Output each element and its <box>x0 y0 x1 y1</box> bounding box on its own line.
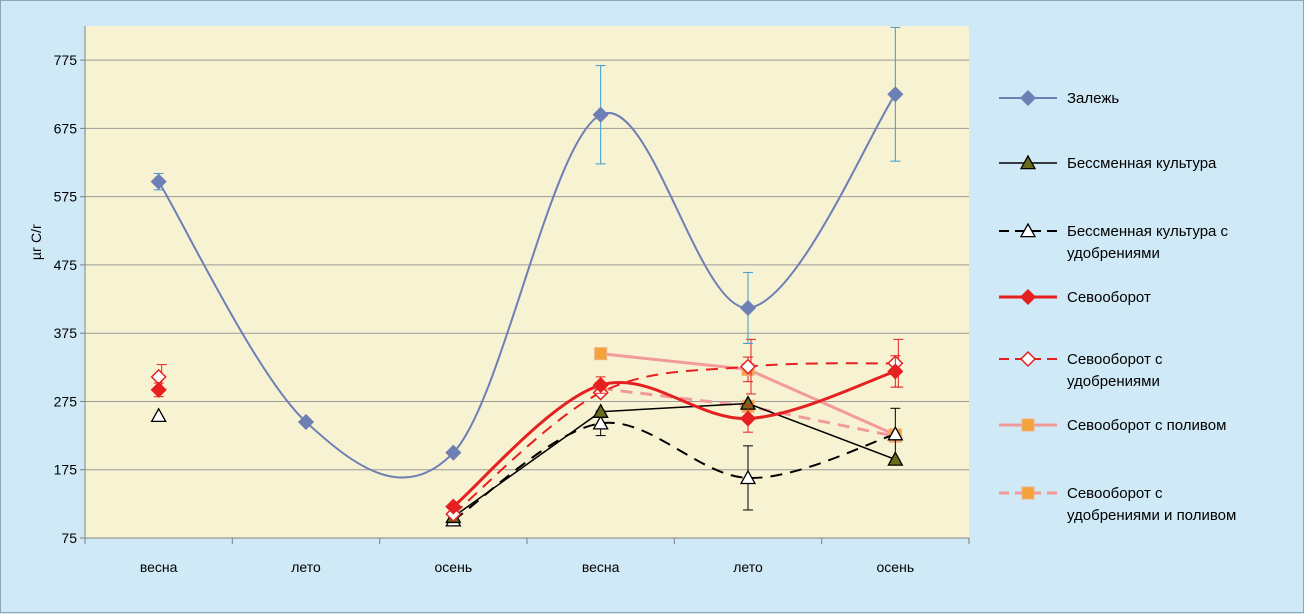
plot-area <box>85 26 969 538</box>
x-tick-label: весна <box>140 559 178 575</box>
legend-item: Севооборот с удобрениями <box>999 350 1163 390</box>
data-point <box>150 173 167 190</box>
series-line <box>452 402 896 518</box>
legend-marker <box>1019 288 1037 306</box>
legend-item: Севооборот с удобрениями и поливом <box>999 485 1236 524</box>
legend: Залежь Бессменная культура Бессменная куль… <box>999 89 1236 524</box>
data-point <box>887 425 904 441</box>
data-point <box>739 299 757 317</box>
legend-marker <box>1019 350 1037 368</box>
series-line <box>452 370 896 508</box>
y-axis-label: µг С/г <box>28 224 44 260</box>
series-5 <box>150 338 904 523</box>
series-line <box>452 421 896 522</box>
y-tick-label: 775 <box>54 52 78 68</box>
legend-label: Бессменная культура <box>1067 155 1217 172</box>
y-tick-label: 275 <box>54 393 78 409</box>
series-2 <box>445 395 904 524</box>
series-1 <box>150 26 904 479</box>
data-point <box>887 363 904 380</box>
legend-marker <box>1021 486 1035 500</box>
legend-marker <box>1021 418 1035 432</box>
data-point <box>297 413 315 431</box>
data-point <box>592 106 609 123</box>
y-tick-label: 675 <box>54 120 78 136</box>
data-point <box>739 469 757 485</box>
series-line <box>157 93 897 479</box>
data-point <box>150 381 167 398</box>
legend-item: Севооборот <box>999 288 1151 306</box>
data-point <box>592 403 609 418</box>
data-point <box>150 407 167 423</box>
legend-item: Бессменная культура с удобрениями <box>999 222 1229 262</box>
legend-label: Севооборот <box>1067 289 1151 306</box>
x-tick-label: осень <box>877 559 915 575</box>
y-tick-label: 475 <box>54 257 78 273</box>
x-tick-label: осень <box>435 559 473 575</box>
data-point <box>739 358 757 375</box>
data-point <box>887 451 904 466</box>
data-point <box>594 347 608 361</box>
legend-item: Севооборот с поливом <box>999 417 1226 434</box>
x-tick-label: лето <box>733 559 763 575</box>
y-tick-label: 375 <box>54 325 78 341</box>
legend-label: Севооборот с удобрениями и поливом <box>1067 485 1236 524</box>
x-tick-label: весна <box>582 559 620 575</box>
legend-label: Севооборот с удобрениями <box>1067 351 1163 390</box>
legend-item: Бессменная культура <box>999 154 1217 172</box>
y-tick-label: 75 <box>61 530 77 546</box>
legend-label: Бессменная культура с удобрениями <box>1067 223 1229 262</box>
x-tick-label: лето <box>291 559 321 575</box>
series-line <box>452 362 896 515</box>
data-point <box>887 86 904 103</box>
data-point <box>592 414 609 430</box>
legend-item: Залежь <box>999 89 1119 107</box>
series-4 <box>150 355 904 515</box>
data-point <box>592 377 609 394</box>
legend-marker <box>1019 154 1037 170</box>
data-point <box>445 444 462 461</box>
legend-marker <box>1019 222 1037 238</box>
legend-label: Севооборот с поливом <box>1067 417 1226 434</box>
data-point <box>739 410 757 427</box>
legend-label: Залежь <box>1067 90 1119 107</box>
data-point <box>445 498 462 515</box>
y-tick-label: 175 <box>54 462 78 478</box>
legend-marker <box>1019 89 1037 107</box>
y-tick-label: 575 <box>54 189 78 205</box>
